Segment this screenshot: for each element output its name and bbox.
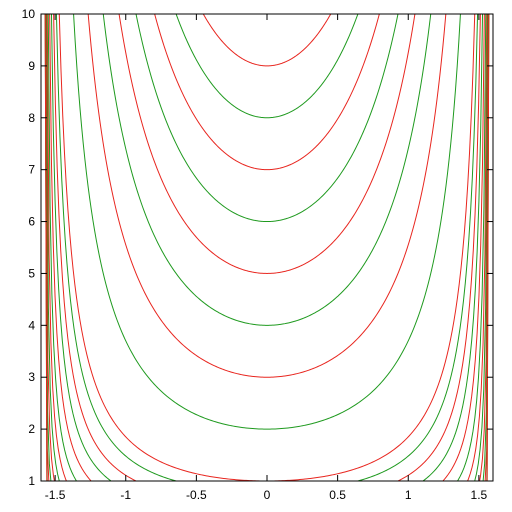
curves-group (44, 14, 490, 481)
series-line-17 (45, 14, 489, 481)
x-tick-label: 1 (405, 488, 412, 502)
series-line-7 (175, 14, 359, 119)
y-tick-label: 4 (28, 318, 35, 332)
y-tick-label: 1 (28, 474, 35, 488)
series-line-0 (58, 14, 476, 481)
series-line-14 (46, 14, 488, 481)
series-line-12 (49, 14, 485, 481)
plot-frame (40, 13, 494, 482)
x-tick-label: 0 (264, 488, 271, 502)
series-line-3 (102, 14, 432, 326)
x-tick-label: 0.5 (329, 488, 346, 502)
series-line-18 (44, 14, 490, 481)
series-line-11 (50, 14, 484, 481)
series-line-1 (73, 14, 461, 430)
series-line-22 (44, 14, 490, 481)
y-tick-label: 6 (28, 215, 35, 229)
x-tick-label: -1.5 (45, 488, 66, 502)
y-tick-label: 2 (28, 422, 35, 436)
series-line-19 (44, 14, 490, 481)
series-line-8 (202, 14, 332, 67)
x-tick-label: -1 (120, 488, 131, 502)
series-line-4 (118, 14, 416, 274)
series-line-9 (55, 14, 479, 481)
y-tick-label: 5 (28, 266, 35, 280)
y-tick-label: 7 (28, 163, 35, 177)
x-tick-label: -0.5 (186, 488, 207, 502)
series-line-20 (44, 14, 490, 481)
series-line-10 (53, 14, 481, 481)
y-tick-label: 3 (28, 370, 35, 384)
x-tick-label: 1.5 (471, 488, 488, 502)
series-line-15 (46, 14, 488, 481)
y-tick-label: 10 (22, 7, 36, 21)
series-line-21 (44, 14, 490, 481)
y-tick-label: 9 (28, 59, 35, 73)
series-line-16 (45, 14, 489, 481)
series-line-5 (135, 14, 399, 223)
ticks-group: -1.5 -1 -0.5 0 0.5 1 1.5 1 2 3 4 5 6 7 8 9 10 (22, 7, 493, 502)
series-line-6 (154, 14, 380, 171)
series-line-2 (87, 14, 447, 378)
y-tick-label: 8 (28, 111, 35, 125)
